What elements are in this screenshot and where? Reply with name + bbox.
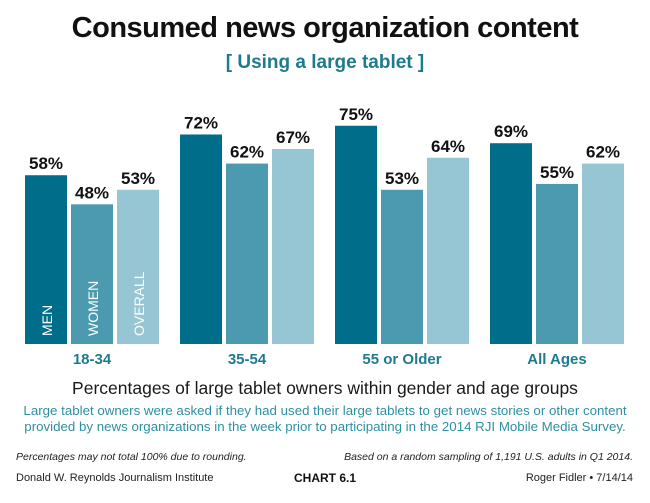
legend-label-women: WOMEN xyxy=(85,281,101,336)
data-label: 55% xyxy=(540,163,574,182)
footer-chart-number: CHART 6.1 xyxy=(293,471,356,485)
bar-overall-all-ages xyxy=(582,163,624,344)
data-label: 67% xyxy=(276,128,310,147)
chart-description: Large tablet owners were asked if they h… xyxy=(23,403,627,434)
sampling-note: Based on a random sampling of 1,191 U.S.… xyxy=(344,451,633,463)
bar-men-18-34 xyxy=(25,175,67,344)
legend-label-men: MEN xyxy=(39,305,55,336)
chart-title: Consumed news organization content xyxy=(71,12,579,44)
category-label: 55 or Older xyxy=(362,351,441,368)
bar-women-18-34 xyxy=(71,204,113,344)
data-label: 64% xyxy=(431,137,465,156)
footer-institute: Donald W. Reynolds Journalism Institute xyxy=(16,472,214,484)
legend-label-overall: OVERALL xyxy=(131,271,147,336)
data-label: 48% xyxy=(75,183,109,202)
data-label: 62% xyxy=(230,143,264,162)
chart-caption: Percentages of large tablet owners withi… xyxy=(72,378,578,398)
bar-women-55-or-older xyxy=(381,189,423,344)
category-label: All Ages xyxy=(527,351,586,368)
data-label: 75% xyxy=(339,105,373,124)
rounding-note: Percentages may not total 100% due to ro… xyxy=(16,451,247,463)
chart-subtitle: [ Using a large tablet ] xyxy=(225,52,425,73)
data-label: 69% xyxy=(494,122,528,141)
category-label: 18-34 xyxy=(73,351,112,368)
bar-women-all-ages xyxy=(536,183,578,344)
footer-author-date: Roger Fidler • 7/14/14 xyxy=(525,472,633,484)
data-label: 53% xyxy=(121,169,155,188)
bar-men-55-or-older xyxy=(335,125,377,344)
bar-overall-18-34 xyxy=(117,189,159,344)
data-label: 53% xyxy=(385,169,419,188)
data-label: 62% xyxy=(586,143,620,162)
category-label: 35-54 xyxy=(228,351,267,368)
data-label: 72% xyxy=(184,113,218,132)
bar-overall-55-or-older xyxy=(427,157,469,344)
data-label: 58% xyxy=(29,154,63,173)
bar-men-all-ages xyxy=(490,143,532,344)
bar-women-35-54 xyxy=(226,163,268,344)
bar-men-35-54 xyxy=(180,134,222,344)
bar-chart: 58% MEN 48% WOMEN 53% OVERALL 18-34 72% 62% 67% 35… xyxy=(25,105,624,368)
bar-overall-35-54 xyxy=(272,149,314,344)
